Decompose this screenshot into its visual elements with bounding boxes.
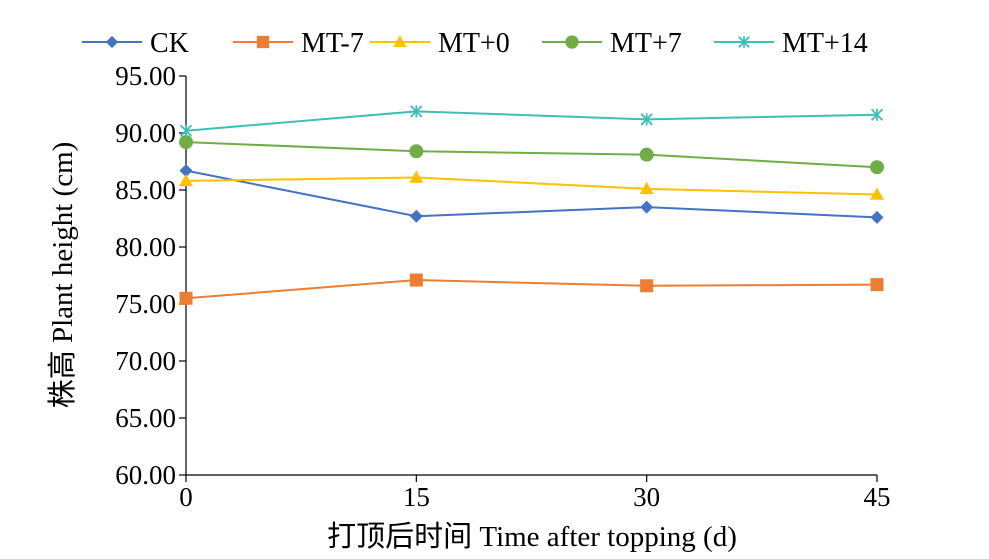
data-point (639, 181, 654, 195)
data-point (870, 210, 884, 224)
data-point (640, 113, 653, 126)
data-point (639, 147, 654, 162)
legend-marker (565, 35, 579, 49)
x-tick-label: 15 (403, 482, 430, 512)
y-tick-label: 65.00 (115, 403, 176, 433)
series-line (185, 279, 878, 300)
series-mtplus7 (179, 135, 884, 175)
y-tick-label: 90.00 (115, 118, 176, 148)
legend-marker (105, 35, 119, 49)
legend-label: CK (150, 28, 189, 59)
data-point (179, 291, 193, 305)
plot-area (179, 105, 884, 305)
legend-item: MT+14 (714, 28, 868, 59)
legend-item: MT+0 (370, 28, 510, 59)
x-tick-label: 0 (179, 482, 193, 512)
y-tick-label: 70.00 (115, 346, 176, 376)
data-point (409, 170, 424, 183)
x-tick-label: 45 (864, 482, 891, 512)
series-mtplus14 (179, 105, 884, 137)
series-line (185, 110, 878, 132)
series-mtplus0 (179, 170, 884, 200)
data-point (409, 273, 423, 287)
data-point (870, 187, 884, 200)
x-axis: 0 15 30 45 (179, 474, 891, 512)
x-tick-label: 30 (633, 482, 660, 512)
y-tick-label: 75.00 (115, 289, 176, 319)
y-axis-title: 株高 Plant height (cm) (46, 142, 79, 409)
series-line (185, 169, 878, 219)
y-tick-label: 95.00 (115, 61, 176, 91)
data-point (179, 135, 193, 150)
legend-item: MT+7 (542, 28, 682, 59)
data-point (179, 124, 193, 137)
legend-label: MT+0 (438, 28, 510, 59)
legend-label: MT+14 (782, 28, 868, 59)
legend-label: MT+7 (610, 28, 682, 59)
legend-marker (738, 36, 750, 48)
series-ck (179, 164, 884, 224)
series-line (185, 141, 878, 169)
data-point (640, 279, 654, 293)
legend-item: CK (82, 28, 189, 59)
data-point (179, 164, 193, 178)
legend-marker (393, 35, 407, 47)
x-axis-title: 打顶后时间 Time after topping (d) (327, 520, 737, 553)
legend-item: MT-7 (233, 28, 364, 59)
legend-marker (256, 35, 270, 49)
y-tick-label: 60.00 (115, 460, 176, 490)
data-point (409, 144, 424, 159)
data-point (409, 209, 423, 223)
legend-label: MT-7 (301, 28, 364, 59)
data-point (870, 108, 884, 121)
data-point (640, 200, 654, 214)
series-line (185, 176, 878, 196)
legend: CK MT-7 MT+0 MT+7 MT+14 (82, 28, 868, 59)
data-point (410, 105, 423, 118)
series-mtminus7 (179, 273, 884, 305)
y-tick-label: 85.00 (115, 175, 176, 205)
y-axis: 60.00 65.00 70.00 75.00 80.00 85.00 90.00 95.00 (115, 61, 187, 490)
y-tick-label: 80.00 (115, 232, 176, 262)
data-point (870, 278, 884, 292)
data-point (179, 173, 193, 187)
data-point (870, 160, 884, 175)
